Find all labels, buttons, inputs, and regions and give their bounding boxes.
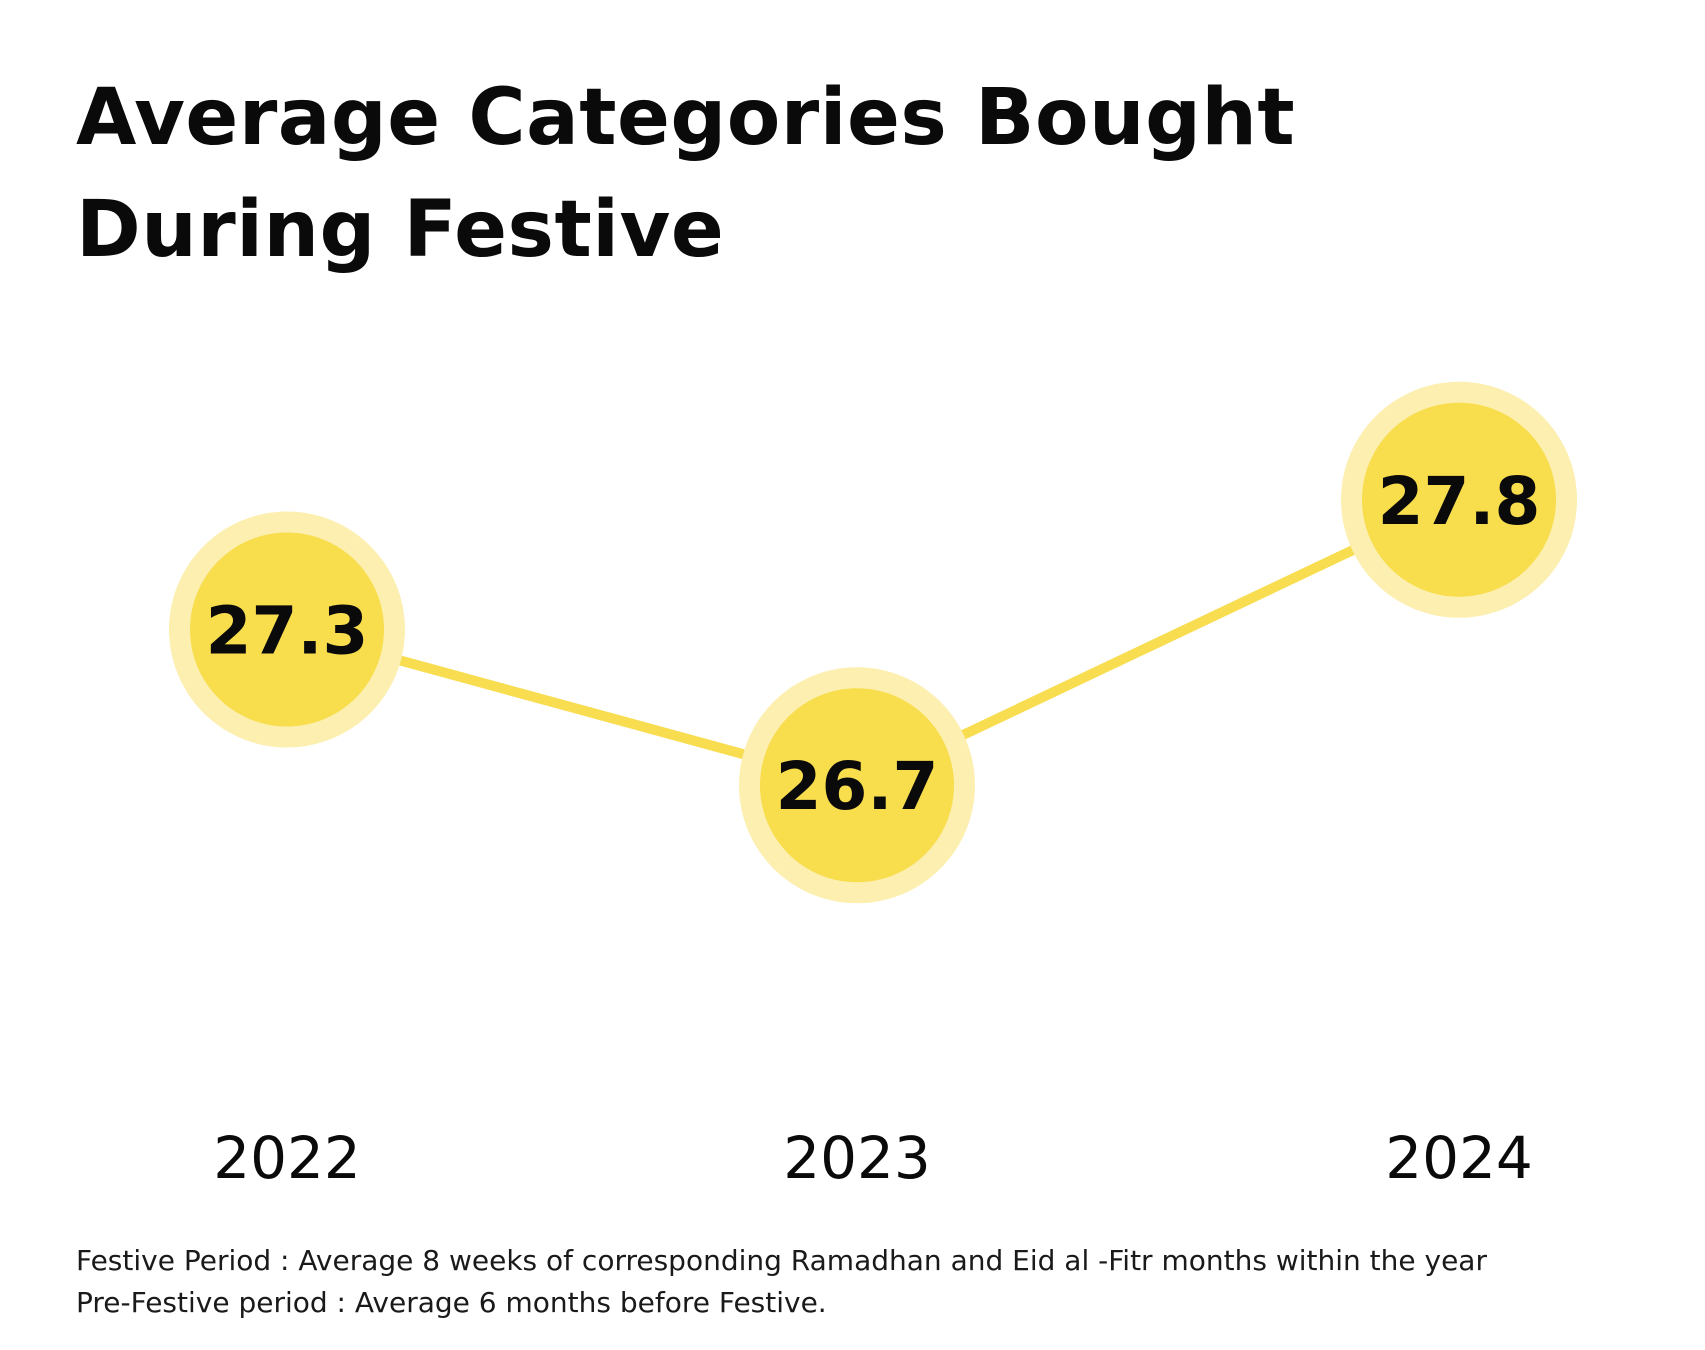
chart-title: Average Categories Bought During Festive bbox=[76, 73, 1296, 275]
data-label: 27.3 bbox=[206, 593, 369, 670]
data-point-2024: 27.8 bbox=[1341, 381, 1577, 618]
markers-layer: 27.3 26.7 27.8 bbox=[169, 381, 1577, 904]
data-point-marker bbox=[1362, 402, 1556, 597]
data-point-2023: 26.7 bbox=[739, 667, 975, 904]
x-tick-label: 2024 bbox=[1385, 1124, 1533, 1192]
x-tick-label: 2022 bbox=[213, 1124, 361, 1192]
data-label: 27.8 bbox=[1378, 463, 1541, 540]
footnote-festive-period: Festive Period : Average 8 weeks of corr… bbox=[76, 1244, 1487, 1277]
data-point-marker bbox=[760, 688, 954, 883]
x-axis-ticks: 2022 2023 2024 bbox=[213, 1124, 1533, 1192]
data-label: 26.7 bbox=[776, 748, 939, 825]
data-point-2022: 27.3 bbox=[169, 511, 405, 748]
x-tick-label: 2023 bbox=[783, 1124, 931, 1192]
data-point-marker bbox=[190, 532, 384, 727]
footnotes: Festive Period : Average 8 weeks of corr… bbox=[76, 1240, 1676, 1324]
footnote-pre-festive-period: Pre-Festive period : Average 6 months be… bbox=[76, 1286, 827, 1319]
